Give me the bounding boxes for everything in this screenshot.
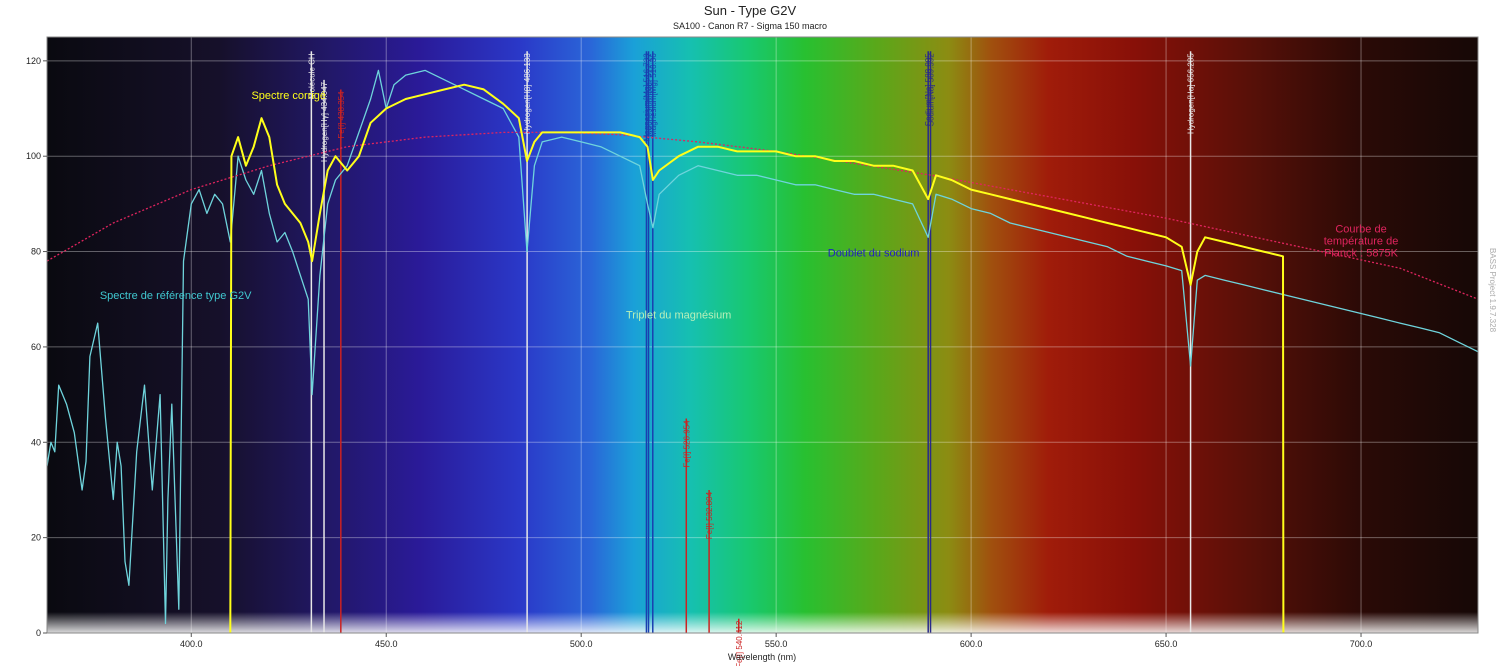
y-tick-label: 60: [31, 342, 41, 352]
plot-background: [47, 37, 1478, 633]
x-tick-label: 450.0: [375, 639, 398, 649]
spectral-line-label: Magnesium[Mg] 518.36: [649, 53, 658, 137]
spectral-line-label: Sodium[Na] 589.592: [927, 53, 936, 126]
x-tick-label: 400.0: [180, 639, 203, 649]
plot-bottom-glow: [47, 612, 1478, 633]
spectral-line-label: Fe[I] 540.412: [735, 620, 744, 666]
y-axis: 0 20 40 60 80 100 120: [26, 56, 47, 638]
spectral-line-label: Magnesium[Mg] 516.733: [642, 53, 651, 142]
spectral-line-label: Magnesium[Mg] 517.27: [645, 53, 654, 137]
spectral-lines: Molécule CH Hydrogen[Hγ] 434.047 Fe[I] 438…: [307, 51, 1196, 666]
y-tick-label: 0: [36, 628, 41, 638]
x-tick-label: 700.0: [1350, 639, 1373, 649]
spectral-line-label: Hydrogen[Hβ] 486.133: [523, 53, 532, 134]
x-tick-label: 550.0: [765, 639, 788, 649]
series-line-0: [229, 83, 1285, 634]
spectral-line-label: Fe[I] 438.354: [337, 91, 346, 139]
x-tick-label: 650.0: [1155, 639, 1178, 649]
spectral-line-label: Molécule CH: [307, 53, 316, 99]
y-tick-label: 40: [31, 437, 41, 447]
annotation-label: Courbe de: [1335, 223, 1386, 235]
annotations: Spectre corrigé Spectre de référence type…: [100, 90, 1399, 321]
chart-title: Sun - Type G2V: [704, 3, 797, 18]
y-tick-label: 100: [26, 151, 41, 161]
x-axis-label: Wavelength (nm): [728, 652, 796, 662]
annotation-label: Triplet du magnésium: [626, 309, 731, 321]
annotation-label: Doublet du sodium: [828, 247, 920, 259]
annotation-label: Spectre de référence type G2V: [100, 290, 252, 302]
y-tick-label: 120: [26, 56, 41, 66]
y-tick-label: 20: [31, 533, 41, 543]
y-tick-label: 80: [31, 247, 41, 257]
chart-subtitle: SA100 - Canon R7 - Sigma 150 macro: [673, 21, 827, 31]
series-line-1: [46, 69, 1479, 625]
x-tick-label: 500.0: [570, 639, 593, 649]
annotation-label: Planck : 5875K: [1324, 247, 1399, 259]
spectral-line-label: Fe[I] 526.954: [682, 420, 691, 468]
grid: [47, 37, 1478, 634]
spectral-line-label: Hydrogen[Hα] 656.285: [1187, 53, 1196, 134]
x-tick-label: 600.0: [960, 639, 983, 649]
annotation-label: température de: [1324, 235, 1399, 247]
annotation-label: Spectre corrigé: [251, 90, 326, 102]
spectral-line-label: Fe[I] 532.804: [705, 491, 714, 539]
series-line-2: [46, 131, 1479, 300]
spectral-line-label: Hydrogen[Hγ] 434.047: [320, 81, 329, 162]
plot-frame: [46, 36, 1479, 634]
spectral-line-label: Sodium[Na] 588.995: [924, 53, 933, 126]
x-axis: 400.0 450.0 500.0 550.0 600.0 650.0 700.0: [180, 633, 1372, 649]
watermark: BASS Project 1.9.7.328: [1488, 248, 1497, 333]
series-layer: [46, 69, 1479, 634]
